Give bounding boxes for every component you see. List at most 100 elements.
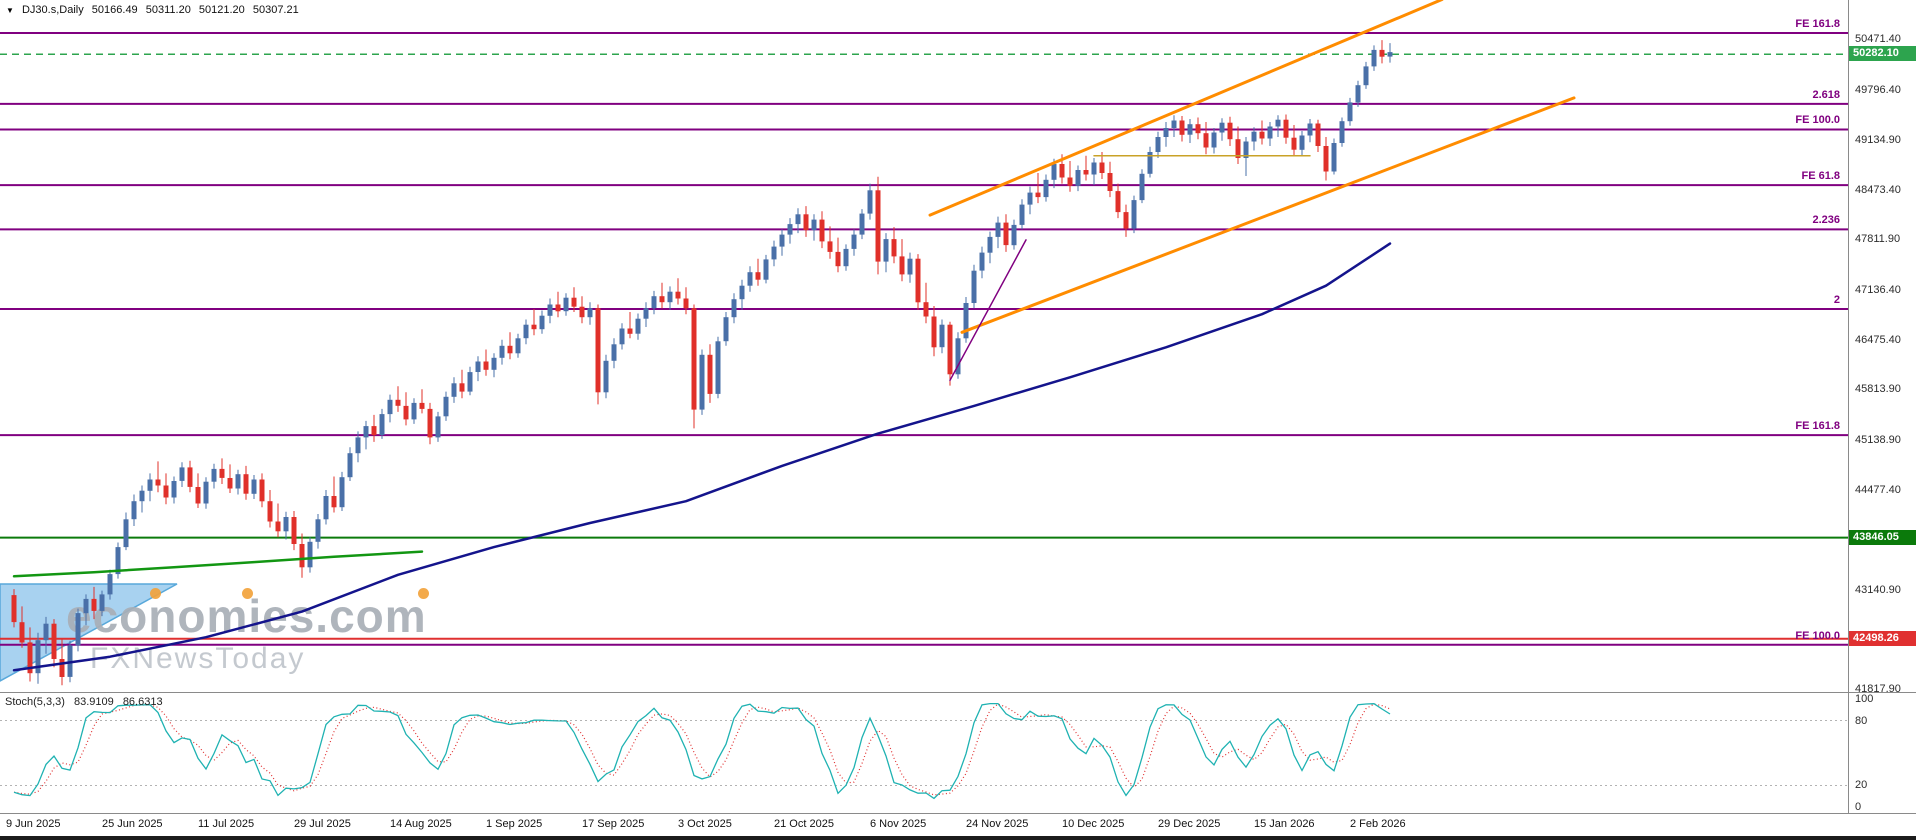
candle-body bbox=[1203, 133, 1209, 148]
candle-body bbox=[259, 479, 265, 502]
candle-body bbox=[171, 481, 177, 498]
candle-body bbox=[563, 297, 569, 312]
price-axis[interactable]: 50471.40 49796.40 49134.90 48473.40 47811.90… bbox=[1849, 0, 1916, 813]
candle-body bbox=[603, 360, 609, 393]
time-axis[interactable]: 9 Jun 2025 25 Jun 2025 11 Jul 2025 29 Jul 2… bbox=[0, 815, 1848, 836]
candle-body bbox=[867, 190, 873, 214]
candle-body bbox=[35, 640, 41, 674]
candle-body bbox=[747, 272, 753, 286]
candle-body bbox=[147, 479, 153, 491]
symbol-dropdown-icon[interactable]: ▼ bbox=[6, 6, 14, 15]
axis-separator bbox=[1848, 0, 1849, 813]
candle-body bbox=[363, 426, 369, 438]
stoch-scale-label: 100 bbox=[1855, 693, 1874, 705]
time-axis-label: 3 Oct 2025 bbox=[678, 818, 732, 830]
price-axis-label: 48473.40 bbox=[1855, 183, 1901, 196]
triangle-drawing[interactable] bbox=[0, 583, 178, 682]
candle-body bbox=[1187, 124, 1193, 135]
candle-body bbox=[11, 595, 17, 623]
price-axis-label: 45138.90 bbox=[1855, 433, 1901, 446]
price-axis-label: 46475.40 bbox=[1855, 333, 1901, 346]
indicator-k-value: 83.9109 bbox=[73, 696, 114, 708]
stochastic-canvas[interactable] bbox=[0, 693, 1848, 813]
candle-body bbox=[523, 324, 529, 339]
candle-body bbox=[187, 467, 193, 487]
candle-body bbox=[275, 521, 281, 532]
candle-body bbox=[947, 324, 953, 375]
trend-line[interactable] bbox=[928, 0, 1444, 217]
stoch-scale-label: 80 bbox=[1855, 714, 1868, 727]
candle-body bbox=[691, 308, 697, 410]
watermark-dot-icon bbox=[242, 588, 253, 599]
candle-body bbox=[1107, 173, 1113, 191]
candle-body bbox=[1035, 192, 1041, 198]
candle-body bbox=[491, 357, 497, 370]
trend-line[interactable] bbox=[949, 239, 1027, 382]
trend-line[interactable] bbox=[960, 96, 1576, 334]
candle-body bbox=[595, 308, 601, 393]
candle-body bbox=[371, 426, 377, 436]
candle-body bbox=[1043, 179, 1049, 198]
candle-body bbox=[795, 214, 801, 225]
moving-average-line bbox=[12, 242, 1392, 672]
candle-body bbox=[723, 317, 729, 342]
candle-body bbox=[1243, 141, 1249, 158]
candle-body bbox=[1363, 66, 1369, 86]
candle-body bbox=[1171, 120, 1177, 128]
price-axis-label: 43140.90 bbox=[1855, 584, 1901, 597]
candle-body bbox=[507, 345, 513, 354]
candle-body bbox=[179, 467, 185, 481]
panel-separator[interactable] bbox=[0, 813, 1916, 814]
candle-body bbox=[667, 291, 673, 303]
price-badge: 42498.26 bbox=[1849, 630, 1916, 646]
candle-body bbox=[907, 258, 913, 275]
candle-body bbox=[419, 402, 425, 409]
candle-body bbox=[331, 496, 337, 508]
candle-body bbox=[251, 479, 257, 494]
candle-body bbox=[1139, 173, 1145, 201]
time-axis-label: 9 Jun 2025 bbox=[6, 818, 61, 830]
quote-close: 50307.21 bbox=[252, 4, 299, 16]
candle-body bbox=[339, 477, 345, 508]
candle-body bbox=[227, 478, 233, 489]
candle-body bbox=[1179, 120, 1185, 135]
candle-body bbox=[699, 354, 705, 410]
candle-body bbox=[963, 303, 969, 339]
candle-body bbox=[355, 437, 361, 454]
candle-body bbox=[1051, 164, 1057, 180]
candle-body bbox=[539, 315, 545, 330]
candle-body bbox=[1131, 200, 1137, 229]
candle-body bbox=[515, 338, 521, 354]
candle-body bbox=[1147, 152, 1153, 174]
candle-body bbox=[291, 517, 297, 544]
candle-body bbox=[315, 519, 321, 542]
candle-body bbox=[131, 501, 137, 520]
candle-body bbox=[1291, 137, 1297, 150]
stoch-signal-line bbox=[13, 703, 1391, 796]
candle-body bbox=[955, 338, 961, 375]
candle-body bbox=[299, 544, 305, 568]
candle-body bbox=[643, 308, 649, 319]
candle-body bbox=[403, 405, 409, 420]
time-axis-label: 29 Dec 2025 bbox=[1158, 818, 1221, 830]
candle-body bbox=[939, 324, 945, 348]
candle-body bbox=[387, 399, 393, 415]
candle-body bbox=[203, 481, 209, 504]
candle-body bbox=[123, 519, 129, 548]
candle-body bbox=[443, 396, 449, 417]
candle-body bbox=[1339, 121, 1345, 143]
candle-body bbox=[59, 659, 65, 677]
candle-body bbox=[827, 241, 833, 252]
candle-body bbox=[923, 302, 929, 317]
candle-body bbox=[163, 485, 169, 498]
candle-body bbox=[1075, 170, 1081, 186]
indicator-name: Stoch(5,3,3) bbox=[5, 696, 65, 708]
main-chart-canvas[interactable] bbox=[0, 0, 1848, 692]
candle-body bbox=[819, 219, 825, 242]
panel-separator[interactable] bbox=[0, 692, 1916, 693]
candle-body bbox=[787, 224, 793, 235]
candle-body bbox=[1115, 191, 1121, 213]
watermark-dot-icon bbox=[418, 588, 429, 599]
candle-body bbox=[1235, 139, 1241, 158]
symbol-name: DJ30.s,Daily bbox=[21, 4, 84, 16]
